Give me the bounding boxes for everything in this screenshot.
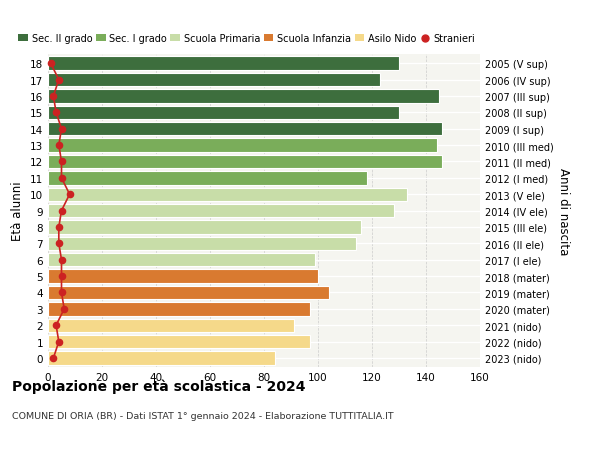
- Y-axis label: Età alunni: Età alunni: [11, 181, 25, 241]
- Point: [54, 142, 64, 150]
- Bar: [48, 286, 329, 300]
- Bar: [48, 123, 442, 136]
- Bar: [48, 106, 399, 120]
- Point: [54, 338, 64, 346]
- Point: [56, 126, 67, 133]
- Bar: [48, 352, 275, 365]
- Point: [49, 93, 58, 101]
- Point: [52, 109, 61, 117]
- Bar: [48, 172, 367, 185]
- Bar: [48, 188, 407, 202]
- Point: [56, 257, 67, 264]
- Bar: [48, 270, 318, 283]
- Text: Popolazione per età scolastica - 2024: Popolazione per età scolastica - 2024: [12, 379, 305, 393]
- Point: [49, 354, 58, 362]
- Bar: [48, 302, 310, 316]
- Point: [56, 207, 67, 215]
- Point: [65, 191, 74, 198]
- Bar: [48, 156, 442, 169]
- Y-axis label: Anni di nascita: Anni di nascita: [557, 168, 570, 255]
- Bar: [48, 319, 294, 332]
- Point: [56, 289, 67, 297]
- Point: [56, 158, 67, 166]
- Point: [54, 240, 64, 247]
- Bar: [48, 204, 394, 218]
- Bar: [48, 221, 361, 234]
- Point: [54, 77, 64, 84]
- Bar: [48, 253, 316, 267]
- Bar: [48, 90, 439, 103]
- Bar: [48, 139, 437, 152]
- Bar: [48, 74, 380, 87]
- Point: [46, 61, 55, 68]
- Bar: [48, 335, 310, 348]
- Bar: [48, 237, 356, 251]
- Point: [56, 273, 67, 280]
- Legend: Sec. II grado, Sec. I grado, Scuola Primaria, Scuola Infanzia, Asilo Nido, Stran: Sec. II grado, Sec. I grado, Scuola Prim…: [19, 34, 475, 44]
- Point: [59, 306, 69, 313]
- Point: [52, 322, 61, 329]
- Text: COMUNE DI ORIA (BR) - Dati ISTAT 1° gennaio 2024 - Elaborazione TUTTITALIA.IT: COMUNE DI ORIA (BR) - Dati ISTAT 1° genn…: [12, 411, 394, 420]
- Point: [54, 224, 64, 231]
- Point: [56, 175, 67, 182]
- Bar: [48, 57, 399, 71]
